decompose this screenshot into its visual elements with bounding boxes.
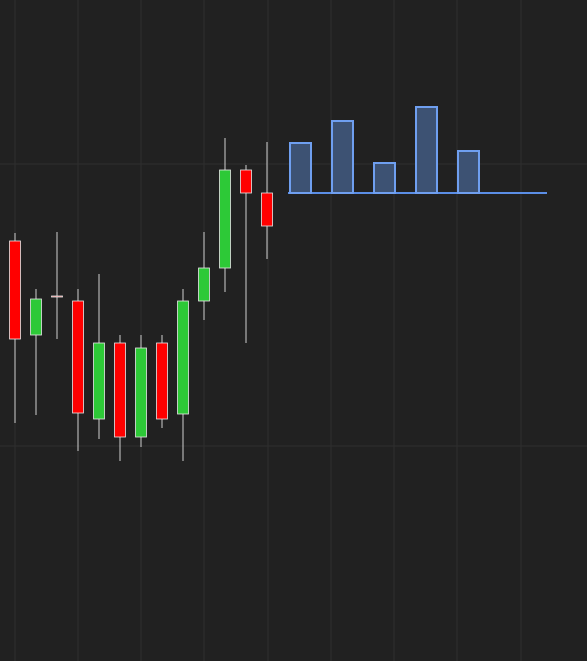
candle-down <box>240 169 252 194</box>
candle-down <box>72 300 84 414</box>
candle-up <box>198 267 210 302</box>
candle-up <box>177 300 189 415</box>
projection-bar <box>289 142 312 194</box>
projection-bar <box>373 162 396 194</box>
projection-bar <box>331 120 354 194</box>
projection-bar <box>457 150 480 194</box>
candle-up <box>135 347 147 438</box>
candle-down <box>156 342 168 420</box>
candle-down <box>114 342 126 438</box>
candle-down <box>9 240 21 340</box>
candle-down <box>261 192 273 227</box>
candle-down <box>51 295 63 298</box>
candle-up <box>30 298 42 336</box>
projection-bar <box>415 106 438 194</box>
candle-up <box>219 169 231 269</box>
candle-up <box>93 342 105 420</box>
